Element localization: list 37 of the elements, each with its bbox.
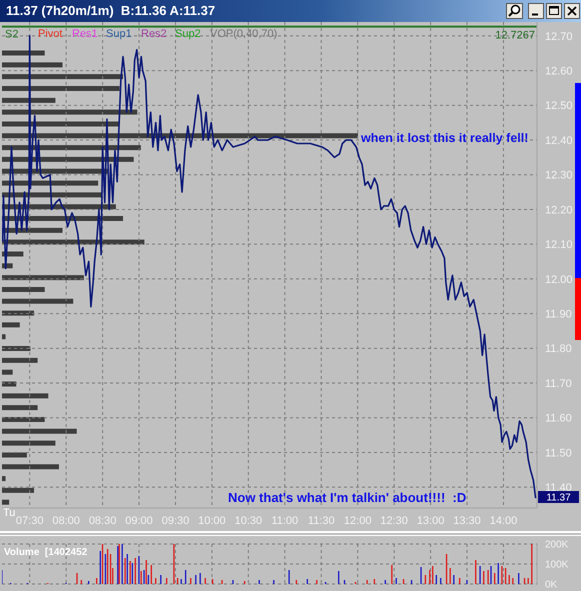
annotation: Pivot (38, 28, 62, 40)
bar (2, 286, 45, 292)
chart-title: Volume [1402452 (4, 547, 88, 558)
bar (2, 298, 74, 304)
bar (2, 86, 120, 92)
bar (2, 464, 59, 470)
annotation: 12.7267 (495, 30, 535, 42)
annotation: Res1 (72, 28, 98, 40)
annotation: Tu (3, 507, 16, 519)
bar (2, 488, 34, 493)
bar (2, 62, 63, 68)
annotation: Now that's what I'm talkin' about!!!! :D (228, 490, 466, 505)
bar (2, 74, 124, 80)
bar (2, 405, 38, 410)
bar (2, 393, 48, 398)
bar (2, 370, 13, 375)
bar (2, 50, 45, 56)
annotation: VOP(0,40,70) (210, 28, 278, 40)
annotation: Sup1 (106, 28, 132, 40)
bar (2, 180, 98, 186)
annotation: when it lost this it really fell! (360, 131, 528, 145)
bar (2, 358, 38, 363)
bar (2, 334, 6, 340)
bar (2, 452, 27, 458)
bar (2, 322, 20, 328)
annotation: Sup2 (175, 28, 201, 40)
bar (2, 428, 77, 434)
ref-line-label: S2 (5, 28, 18, 40)
text: 11.37 (546, 492, 572, 504)
bar (2, 476, 6, 482)
bar (2, 110, 138, 115)
bar (2, 500, 10, 505)
annotation: Res2 (141, 28, 167, 40)
bar (2, 440, 56, 446)
chart-title: 11.37 (7h20m/1m) B:11.36 A:11.37 (6, 3, 216, 18)
bar (2, 121, 120, 126)
bar (2, 98, 56, 103)
